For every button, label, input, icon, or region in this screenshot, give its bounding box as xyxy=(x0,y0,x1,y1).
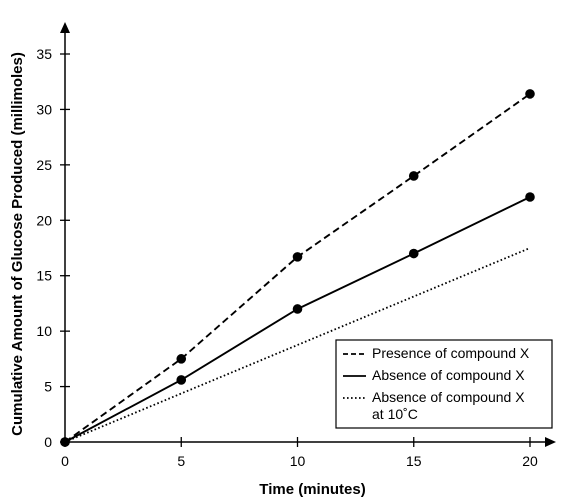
legend: Presence of compound X Absence of compoun… xyxy=(335,339,553,429)
x-tick-label: 10 xyxy=(290,453,306,469)
y-axis-title: Cumulative Amount of Glucose Produced (m… xyxy=(9,52,26,436)
y-tick-label: 5 xyxy=(44,379,52,395)
series-2 xyxy=(60,192,535,447)
y-tick-label: 20 xyxy=(36,212,52,228)
data-point xyxy=(408,248,419,259)
y-tick-label: 35 xyxy=(36,46,52,62)
legend-box xyxy=(335,339,553,429)
y-tick-label: 30 xyxy=(36,101,52,117)
y-axis-arrow xyxy=(60,22,70,33)
data-point xyxy=(525,89,535,99)
data-point xyxy=(176,375,187,385)
y-tick-label: 10 xyxy=(36,323,52,339)
y-tick-label: 25 xyxy=(36,157,52,173)
x-tick-label: 5 xyxy=(177,453,185,469)
x-axis-title: Time (minutes) xyxy=(259,481,365,498)
data-point xyxy=(525,192,535,202)
y-axis-ticks: 0 5 10 15 20 25 30 35 xyxy=(36,46,70,450)
x-tick-label: 0 xyxy=(61,453,69,469)
legend-label: Presence of compound X xyxy=(372,345,530,361)
x-tick-label: 15 xyxy=(406,453,422,469)
x-tick-label: 20 xyxy=(522,453,538,469)
x-axis-arrow xyxy=(545,437,556,447)
legend-label: at 10˚C xyxy=(372,406,418,422)
data-point xyxy=(292,252,303,262)
y-tick-label: 0 xyxy=(44,434,52,450)
data-point xyxy=(292,304,303,314)
axes xyxy=(60,22,556,447)
y-tick-label: 15 xyxy=(36,268,52,284)
data-point xyxy=(176,354,187,364)
legend-label: Absence of compound X xyxy=(372,367,525,383)
series-layer xyxy=(60,89,535,447)
legend-label: Absence of compound X xyxy=(372,389,525,405)
x-axis-ticks: 0 5 10 15 20 xyxy=(61,437,538,469)
data-point xyxy=(408,171,419,181)
